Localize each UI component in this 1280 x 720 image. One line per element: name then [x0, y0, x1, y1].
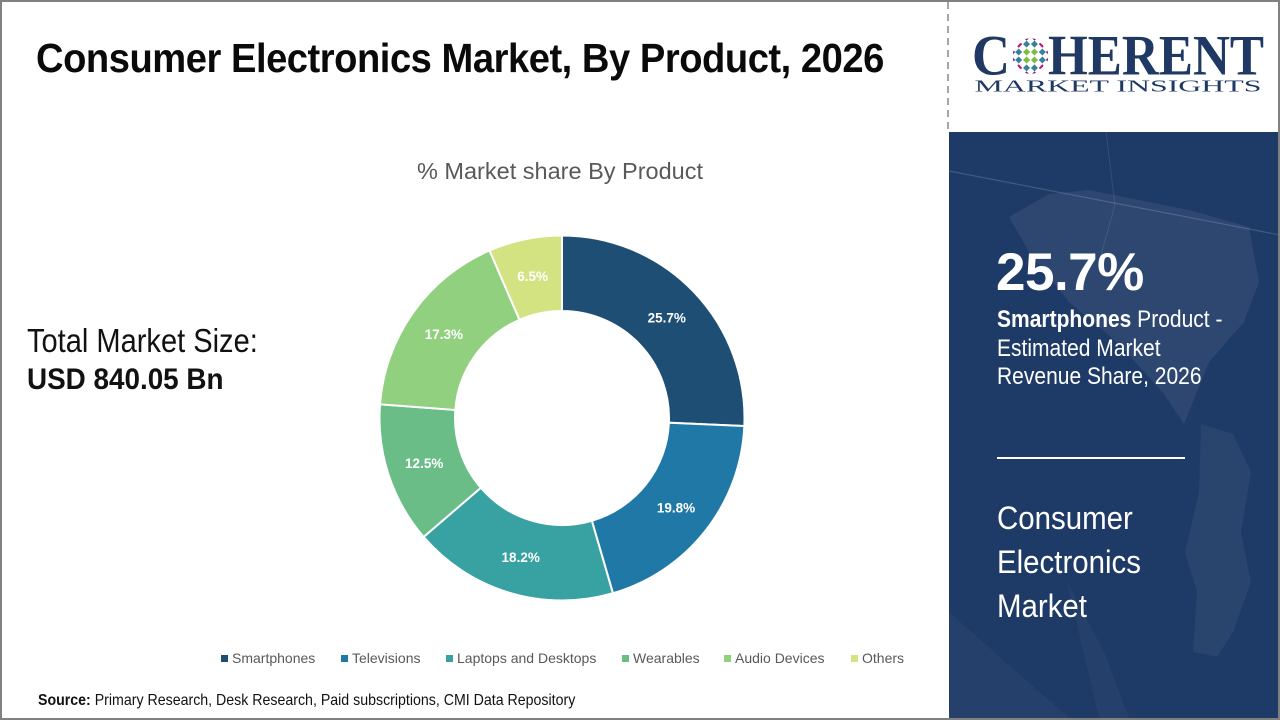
- svg-text:MARKET INSIGHTS: MARKET INSIGHTS: [975, 77, 1262, 96]
- svg-text:12.5%: 12.5%: [405, 456, 443, 471]
- svg-text:6.5%: 6.5%: [517, 269, 548, 284]
- svg-text:25.7%: 25.7%: [648, 311, 686, 326]
- svg-text:19.8%: 19.8%: [657, 501, 695, 516]
- svg-text:17.3%: 17.3%: [425, 327, 463, 342]
- svg-text:18.2%: 18.2%: [502, 550, 540, 565]
